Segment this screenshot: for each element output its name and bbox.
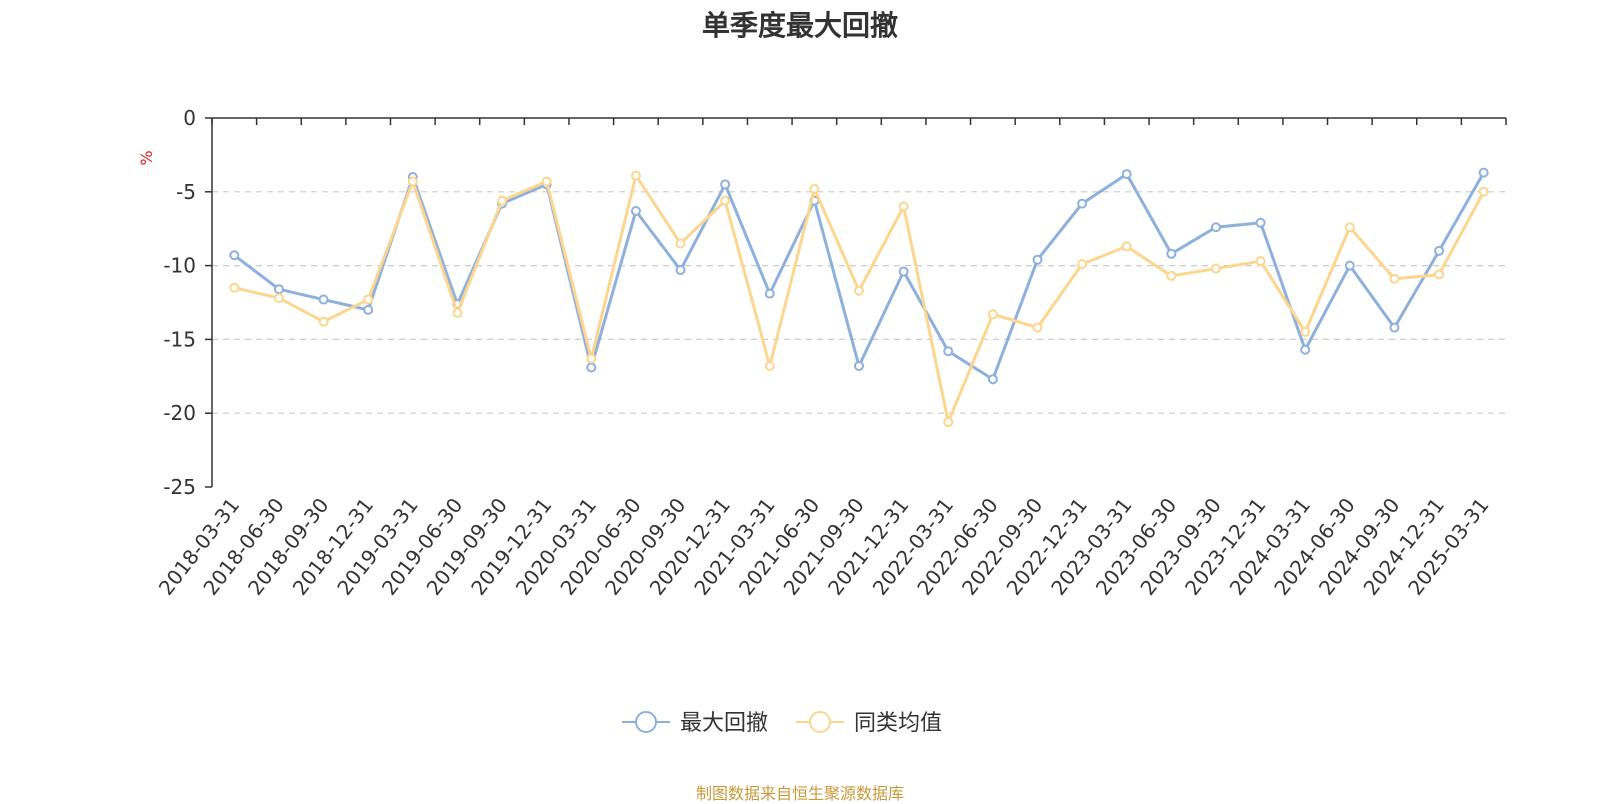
- data-point[interactable]: [586, 353, 597, 364]
- data-point[interactable]: [1478, 167, 1489, 178]
- data-point[interactable]: [452, 307, 463, 318]
- data-point[interactable]: [1389, 273, 1400, 284]
- data-point[interactable]: [229, 282, 240, 293]
- series-lines: [229, 167, 1489, 428]
- data-point[interactable]: [318, 316, 329, 327]
- data-point[interactable]: [720, 195, 731, 206]
- data-point[interactable]: [541, 176, 552, 187]
- data-point[interactable]: [720, 179, 731, 190]
- axes: [205, 117, 1507, 488]
- data-point[interactable]: [1255, 256, 1266, 267]
- data-point[interactable]: [273, 293, 284, 304]
- data-point[interactable]: [1300, 344, 1311, 355]
- y-tick-label: 0: [183, 106, 196, 130]
- data-point[interactable]: [1166, 248, 1177, 259]
- legend-circle-icon: [635, 711, 657, 733]
- chart-title: 单季度最大回撤: [701, 9, 898, 42]
- data-point[interactable]: [764, 288, 775, 299]
- y-tick-label: -10: [163, 254, 196, 278]
- data-point[interactable]: [854, 285, 864, 296]
- y-tick-labels: 0 -5 -10 -15 -20 -25: [163, 106, 196, 499]
- grid-lines: [212, 191, 1506, 414]
- data-point[interactable]: [854, 360, 864, 371]
- data-point[interactable]: [407, 176, 418, 187]
- data-point[interactable]: [1032, 254, 1043, 265]
- data-point[interactable]: [497, 195, 508, 206]
- data-point[interactable]: [630, 170, 641, 181]
- data-point[interactable]: [943, 417, 954, 428]
- data-point[interactable]: [1344, 260, 1355, 271]
- data-point[interactable]: [1300, 327, 1311, 338]
- data-point[interactable]: [1077, 198, 1088, 209]
- data-point[interactable]: [1389, 322, 1400, 333]
- data-point[interactable]: [1434, 269, 1445, 280]
- y-tick-label: -25: [163, 475, 196, 499]
- data-point[interactable]: [809, 183, 820, 194]
- data-point[interactable]: [318, 294, 329, 305]
- data-point[interactable]: [1210, 222, 1221, 233]
- data-point[interactable]: [987, 374, 998, 385]
- data-point[interactable]: [1478, 186, 1489, 197]
- data-point[interactable]: [898, 266, 909, 277]
- data-point[interactable]: [675, 265, 686, 276]
- y-tick-label: -20: [163, 401, 196, 425]
- y-tick-label: -5: [176, 180, 196, 204]
- data-point[interactable]: [1077, 259, 1088, 270]
- data-point[interactable]: [363, 304, 374, 315]
- data-point[interactable]: [363, 294, 374, 305]
- data-point[interactable]: [229, 250, 240, 261]
- y-tick-label: -15: [163, 327, 196, 351]
- source-note: 制图数据来自恒生聚源数据库: [695, 784, 904, 803]
- series-2: [229, 170, 1489, 428]
- legend-item[interactable]: 最大回撤: [622, 711, 768, 736]
- data-point[interactable]: [1210, 263, 1221, 274]
- series-line: [233, 174, 1486, 424]
- data-point[interactable]: [943, 346, 954, 357]
- legend-item[interactable]: 同类均值: [796, 711, 942, 736]
- data-point[interactable]: [1344, 222, 1355, 233]
- data-point[interactable]: [630, 205, 641, 216]
- data-point[interactable]: [675, 238, 686, 249]
- x-tick-labels: 2018-03-312018-06-302018-09-302018-12-31…: [154, 493, 1494, 599]
- data-point[interactable]: [1032, 322, 1043, 333]
- legend-circle-icon: [809, 711, 831, 733]
- data-point[interactable]: [987, 309, 998, 320]
- legend-label: 最大回撤: [680, 711, 768, 736]
- data-point[interactable]: [1121, 241, 1132, 252]
- data-point[interactable]: [1255, 217, 1266, 228]
- data-point[interactable]: [898, 201, 909, 212]
- data-point[interactable]: [764, 360, 775, 371]
- data-point[interactable]: [586, 362, 597, 373]
- data-point[interactable]: [1166, 270, 1177, 281]
- data-point[interactable]: [1434, 245, 1445, 256]
- legend[interactable]: 最大回撤 同类均值: [622, 711, 942, 736]
- data-point[interactable]: [273, 284, 284, 295]
- data-point[interactable]: [1121, 169, 1132, 180]
- y-axis-label: %: [137, 150, 156, 165]
- legend-label: 同类均值: [854, 711, 942, 736]
